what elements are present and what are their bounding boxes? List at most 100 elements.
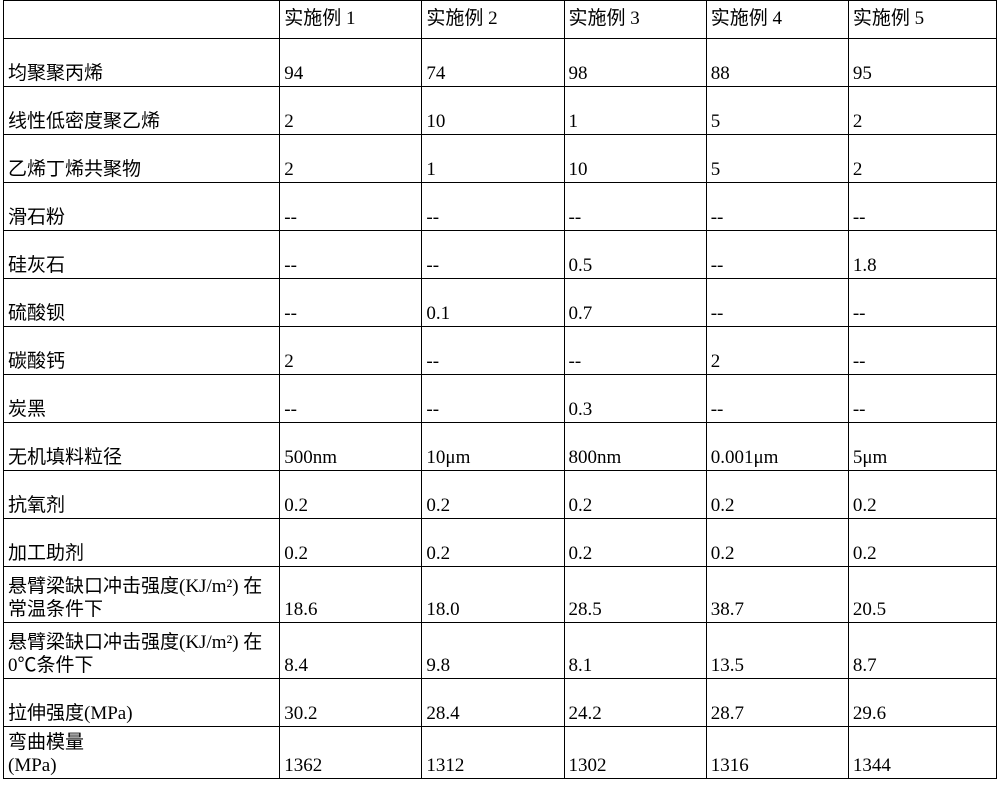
table-cell: 1316 [706,727,848,779]
table-cell: 2 [280,327,422,375]
row-label: 线性低密度聚乙烯 [4,87,280,135]
table-cell: 88 [706,39,848,87]
table-cell: 1362 [280,727,422,779]
table-cell: -- [422,231,564,279]
row-label: 抗氧剂 [4,471,280,519]
table-cell: 28.7 [706,679,848,727]
table-cell: 1.8 [848,231,996,279]
table-row: 滑石粉---------- [4,183,997,231]
table-cell: 13.5 [706,623,848,679]
table-cell: -- [280,375,422,423]
table-cell: -- [706,183,848,231]
table-cell: 0.5 [564,231,706,279]
table-cell: 0.2 [564,471,706,519]
table-cell: -- [848,375,996,423]
table-row: 弯曲模量(MPa)13621312130213161344 [4,727,997,779]
table-cell: 5 [706,135,848,183]
table-cell: 5 [706,87,848,135]
table-cell: 0.2 [848,471,996,519]
table-cell: -- [706,375,848,423]
row-label: 悬臂梁缺口冲击强度(KJ/m²) 在0℃条件下 [4,623,280,679]
row-label: 无机填料粒径 [4,423,280,471]
table-cell: -- [848,279,996,327]
table-cell: 74 [422,39,564,87]
table-cell: 1 [564,87,706,135]
table-cell: 5μm [848,423,996,471]
table-cell: 2 [706,327,848,375]
table-row: 乙烯丁烯共聚物211052 [4,135,997,183]
table-row: 拉伸强度(MPa)30.228.424.228.729.6 [4,679,997,727]
table-row: 均聚聚丙烯9474988895 [4,39,997,87]
table-cell: -- [848,183,996,231]
table-cell: 38.7 [706,567,848,623]
row-label: 乙烯丁烯共聚物 [4,135,280,183]
table-cell: -- [280,279,422,327]
table-cell: 9.8 [422,623,564,679]
table-cell: 0.7 [564,279,706,327]
table-row: 加工助剂0.20.20.20.20.2 [4,519,997,567]
table-cell: -- [422,183,564,231]
table-cell: 500nm [280,423,422,471]
table-cell: 0.2 [848,519,996,567]
table-cell: 18.6 [280,567,422,623]
table-cell: 1344 [848,727,996,779]
table-cell: 0.2 [280,519,422,567]
column-header: 实施例 5 [848,1,996,39]
table-cell: 10 [422,87,564,135]
table-cell: 24.2 [564,679,706,727]
table-body: 实施例 1实施例 2实施例 3实施例 4实施例 5均聚聚丙烯9474988895… [4,1,997,779]
row-label: 拉伸强度(MPa) [4,679,280,727]
table-row: 抗氧剂0.20.20.20.20.2 [4,471,997,519]
table-cell: 0.3 [564,375,706,423]
table-cell: 18.0 [422,567,564,623]
column-header [4,1,280,39]
row-label: 加工助剂 [4,519,280,567]
row-label: 炭黑 [4,375,280,423]
data-table: 实施例 1实施例 2实施例 3实施例 4实施例 5均聚聚丙烯9474988895… [3,0,997,779]
table-row: 炭黑----0.3---- [4,375,997,423]
table-cell: 1 [422,135,564,183]
table-cell: 0.001μm [706,423,848,471]
table-cell: 2 [848,135,996,183]
table-cell: 0.2 [422,519,564,567]
table-cell: 20.5 [848,567,996,623]
table-cell: 30.2 [280,679,422,727]
table-cell: 1302 [564,727,706,779]
table-cell: 800nm [564,423,706,471]
table-row: 硫酸钡--0.10.7---- [4,279,997,327]
row-label: 硅灰石 [4,231,280,279]
table-row: 碳酸钙2----2-- [4,327,997,375]
table-cell: 8.4 [280,623,422,679]
table-cell: 0.2 [564,519,706,567]
table-row: 悬臂梁缺口冲击强度(KJ/m²) 在0℃条件下8.49.88.113.58.7 [4,623,997,679]
table-row: 线性低密度聚乙烯210152 [4,87,997,135]
table-cell: 0.2 [706,471,848,519]
table-cell: 2 [280,87,422,135]
table-cell: 1312 [422,727,564,779]
row-label: 硫酸钡 [4,279,280,327]
table-cell: 0.1 [422,279,564,327]
column-header: 实施例 3 [564,1,706,39]
table-cell: 2 [848,87,996,135]
table-cell: 0.2 [280,471,422,519]
column-header: 实施例 1 [280,1,422,39]
table-cell: 10 [564,135,706,183]
table-row: 硅灰石----0.5--1.8 [4,231,997,279]
column-header: 实施例 2 [422,1,564,39]
table-cell: -- [706,279,848,327]
table-row: 无机填料粒径500nm10μm800nm0.001μm5μm [4,423,997,471]
table-cell: 8.7 [848,623,996,679]
table-cell: 0.2 [422,471,564,519]
table-cell: 28.5 [564,567,706,623]
table-cell: 29.6 [848,679,996,727]
table-row: 悬臂梁缺口冲击强度(KJ/m²) 在常温条件下18.618.028.538.72… [4,567,997,623]
column-header: 实施例 4 [706,1,848,39]
table-cell: -- [706,231,848,279]
table-cell: 0.2 [706,519,848,567]
row-label: 弯曲模量(MPa) [4,727,280,779]
row-label: 均聚聚丙烯 [4,39,280,87]
table-cell: -- [564,327,706,375]
table-cell: -- [422,327,564,375]
table-cell: 95 [848,39,996,87]
table-cell: -- [280,183,422,231]
